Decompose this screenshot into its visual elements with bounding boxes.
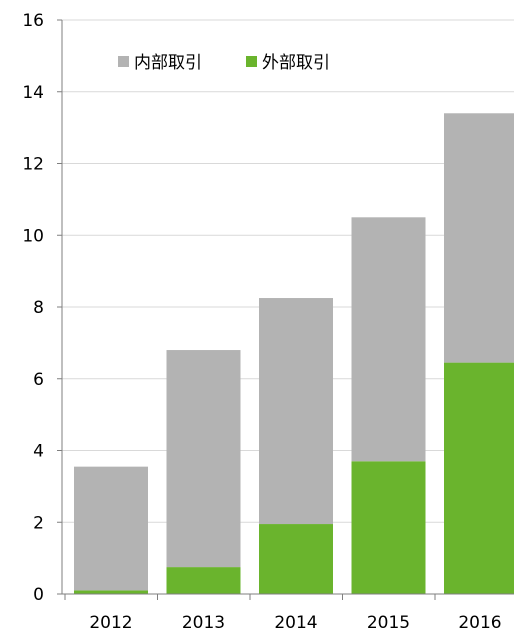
- bar-internal-2012: [74, 466, 148, 591]
- y-tick-label: 14: [22, 83, 44, 103]
- legend-label-external: 外部取引: [262, 53, 330, 73]
- bars: [74, 113, 514, 594]
- x-tick-label: 2015: [367, 613, 410, 630]
- y-tick-label: 10: [22, 226, 44, 246]
- y-tick-label: 0: [33, 585, 44, 605]
- x-tick-label: 2013: [182, 613, 225, 630]
- bar-internal-2015: [351, 217, 426, 462]
- x-tick-label: 2016: [458, 613, 501, 630]
- y-tick-label: 8: [33, 298, 44, 318]
- bar-external-2016: [444, 362, 514, 594]
- bar-internal-2013: [166, 350, 241, 568]
- bar-internal-2016: [444, 113, 514, 363]
- bar-internal-2014: [259, 298, 333, 525]
- bar-external-2013: [166, 567, 241, 594]
- y-tick-labels: 0 2 4 6 8 10 12 14 16: [22, 11, 44, 605]
- legend-swatch-external: [246, 56, 257, 67]
- y-tick-label: 4: [33, 442, 44, 462]
- x-tick-label: 2014: [274, 613, 317, 630]
- legend-label-internal: 内部取引: [134, 53, 202, 73]
- x-tick-label: 2012: [89, 613, 132, 630]
- x-tick-labels: 2012 2013 2014 2015 2016: [89, 613, 501, 630]
- legend: 内部取引 外部取引: [118, 53, 330, 73]
- y-tick-label: 12: [22, 155, 44, 175]
- legend-swatch-internal: [118, 56, 129, 67]
- bar-external-2014: [259, 524, 333, 594]
- y-tick-label: 6: [33, 370, 44, 390]
- bar-external-2015: [351, 461, 426, 594]
- y-tick-label: 2: [33, 513, 44, 533]
- y-tick-label: 16: [22, 11, 44, 31]
- axes: [57, 19, 514, 600]
- bar-external-2012: [74, 590, 148, 594]
